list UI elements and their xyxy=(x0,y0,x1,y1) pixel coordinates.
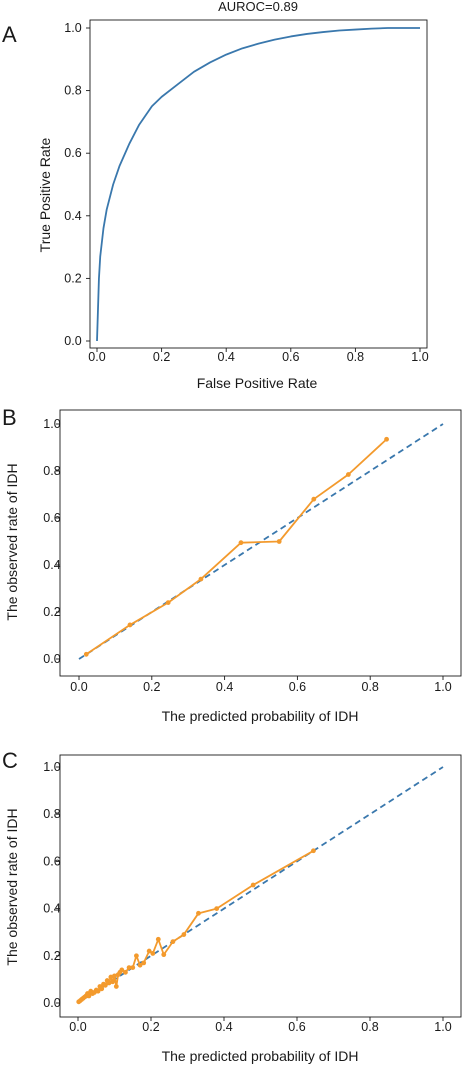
y-tick-label: 0.2 xyxy=(43,949,60,963)
calibration-point xyxy=(196,910,201,916)
calibration-point xyxy=(106,980,112,986)
plot-area: 0.0 0.2 0.4 0.6 0.8 1.0 0.0 0.2 0.4 0.6 0.8 1.0 xyxy=(43,417,451,694)
calibration-point xyxy=(276,539,282,544)
x-tick-label: 0.4 xyxy=(216,680,233,694)
calibration-point xyxy=(108,974,114,980)
y-tick-label: 0.4 xyxy=(64,209,81,223)
x-tick-label: 0.8 xyxy=(361,1020,378,1034)
y-tick-label: 0.0 xyxy=(64,334,81,348)
calibration-point xyxy=(170,939,176,945)
x-tick-label: 0.6 xyxy=(282,350,299,364)
calibration-point xyxy=(102,982,108,988)
y-tick-label: 0.6 xyxy=(43,854,60,868)
y-tick-label: 1.0 xyxy=(43,760,60,774)
y-tick-label: 1.0 xyxy=(64,21,81,35)
panel-a: A AUROC=0.89 0.0 0.2 0.4 0.6 0.8 1.0 0.0 0.2 0.4… xyxy=(2,0,429,391)
calibration-point xyxy=(155,936,161,942)
y-tick-label: 0.6 xyxy=(64,146,81,160)
plot-frame xyxy=(59,754,462,1018)
calibration-point xyxy=(83,651,89,657)
y-tick-label: 0.0 xyxy=(43,652,60,666)
y-tick-label: 1.0 xyxy=(43,417,60,431)
y-tick-label: 0.4 xyxy=(43,558,60,572)
calibration-point xyxy=(126,965,132,970)
panel-label: B xyxy=(2,405,17,430)
calibration-point xyxy=(99,986,105,992)
x-axis-title: The predicted probability of IDH xyxy=(162,1048,359,1064)
y-tick-label: 0.8 xyxy=(43,807,60,821)
plot-frame xyxy=(59,409,462,677)
calibration-point xyxy=(181,932,187,937)
calibration-point xyxy=(198,576,204,582)
x-tick-label: 0.0 xyxy=(69,1020,86,1034)
calibration-point xyxy=(214,906,220,911)
x-axis-title: False Positive Rate xyxy=(197,375,318,391)
y-tick-label: 0.8 xyxy=(43,464,60,478)
x-tick-label: 0.6 xyxy=(289,680,306,694)
x-tick-label: 1.0 xyxy=(411,350,428,364)
calibration-point xyxy=(165,600,171,605)
panel-c: C 0.0 0.2 0.4 0.6 0.8 1.0 0.0 0.2 0.4 0.6 0.8 1.0 T… xyxy=(2,748,462,1064)
x-tick-label: 0.2 xyxy=(143,680,160,694)
x-tick-label: 0.8 xyxy=(362,680,379,694)
plot-frame xyxy=(89,19,428,349)
calibration-point xyxy=(238,540,244,546)
panel-label: A xyxy=(2,22,17,47)
calibration-point xyxy=(311,848,316,854)
calibration-point xyxy=(311,496,317,502)
x-tick-label: 0.2 xyxy=(142,1020,159,1034)
calibration-point xyxy=(112,973,117,979)
calibration-point xyxy=(123,969,128,975)
calibration-point xyxy=(134,953,139,959)
y-axis-title: The observed rate of IDH xyxy=(4,463,20,620)
y-tick-label: 0.2 xyxy=(43,605,60,619)
calibration-point xyxy=(119,967,125,973)
calibration-point xyxy=(146,948,152,954)
x-tick-label: 0.0 xyxy=(70,680,87,694)
plot-area: 0.0 0.2 0.4 0.6 0.8 1.0 0.0 0.2 0.4 0.6 0.8 1.0 xyxy=(43,760,451,1034)
y-tick-label: 0.4 xyxy=(43,902,60,916)
y-tick-label: 0.6 xyxy=(43,511,60,525)
calibration-point xyxy=(141,960,147,966)
x-tick-label: 0.4 xyxy=(218,350,235,364)
calibration-point xyxy=(250,882,256,888)
y-axis-title: True Positive Rate xyxy=(37,137,53,252)
panel-b: B 0.0 0.2 0.4 0.6 0.8 1.0 0.0 0.2 0.4 0.6 0.8 1.0 T… xyxy=(2,405,462,724)
calibration-point xyxy=(110,979,116,985)
x-tick-label: 0.4 xyxy=(215,1020,232,1034)
calibration-point xyxy=(127,622,133,628)
calibration-point xyxy=(86,993,92,999)
x-tick-label: 1.0 xyxy=(434,680,451,694)
x-tick-label: 0.0 xyxy=(88,350,105,364)
roc-curve xyxy=(96,27,420,342)
y-tick-label: 0.8 xyxy=(64,84,81,98)
calibration-point xyxy=(161,952,167,958)
x-tick-label: 0.6 xyxy=(288,1020,305,1034)
x-tick-label: 0.2 xyxy=(153,350,170,364)
chart-title: AUROC=0.89 xyxy=(218,0,298,14)
x-tick-label: 1.0 xyxy=(434,1020,451,1034)
panel-label: C xyxy=(2,748,18,773)
x-axis-title: The predicted probability of IDH xyxy=(162,708,359,724)
x-tick-label: 0.8 xyxy=(347,350,364,364)
plot-area: 0.0 0.2 0.4 0.6 0.8 1.0 0.0 0.2 0.4 0.6 0.8 1.0 xyxy=(64,21,428,364)
calibration-point xyxy=(384,436,389,442)
calibration-point xyxy=(113,984,119,989)
calibration-point xyxy=(95,988,101,994)
y-tick-label: 0.2 xyxy=(64,271,81,285)
calibration-point xyxy=(150,951,156,956)
y-tick-label: 0.0 xyxy=(43,996,60,1010)
calibration-curve xyxy=(85,438,388,656)
y-axis-title: The observed rate of IDH xyxy=(4,808,20,965)
calibration-point xyxy=(137,962,143,968)
calibration-point xyxy=(345,472,351,477)
calibration-point xyxy=(130,965,136,970)
